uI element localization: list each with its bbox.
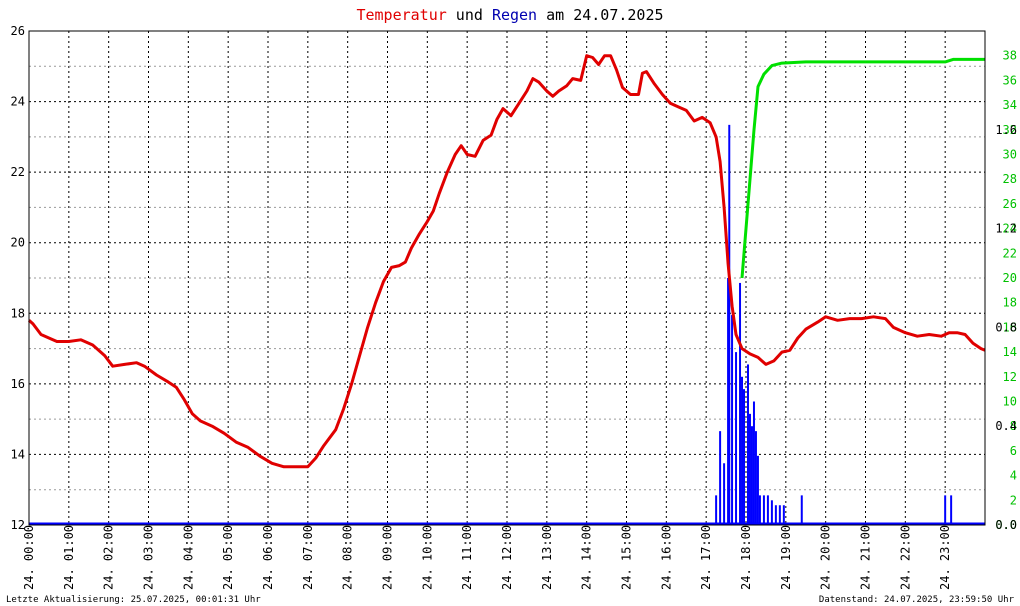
series-lines: [27, 54, 986, 469]
x-tick-label: 24. 07:00: [301, 525, 315, 590]
x-tick-label: 24. 01:00: [62, 525, 76, 590]
y-right-sum-tick-label: 12: [1003, 370, 1017, 384]
rain-bar: [739, 282, 742, 525]
rain-bar: [752, 401, 755, 525]
y-right-sum-tick-label: 10: [1003, 395, 1017, 409]
x-tick-label: 24. 19:00: [779, 525, 793, 590]
rain-bar: [758, 495, 761, 525]
x-tick-label: 24. 17:00: [699, 525, 713, 590]
rain-bar: [756, 455, 759, 525]
y-right-sum-tick-label: 16: [1003, 320, 1017, 334]
y-right-sum-tick-label: 38: [1003, 49, 1017, 63]
y-right-sum-tick-label: 32: [1003, 123, 1017, 137]
y-left-tick-label: 16: [11, 377, 25, 391]
rain-bar: [743, 389, 746, 525]
y-right-rate-tick-label: 0.0: [995, 518, 1017, 532]
rain-bar: [800, 495, 803, 525]
y-right-sum-tick-label: 0.0: [995, 518, 1017, 532]
x-tick-label: 24. 20:00: [819, 525, 833, 590]
y-right-sum-tick-label: 26: [1003, 197, 1017, 211]
rain-sum-line: [740, 57, 985, 279]
y-right-sum-tick-label: 28: [1003, 172, 1017, 186]
rain-bar: [735, 352, 738, 525]
y-right-sum-tick-label: 22: [1003, 246, 1017, 260]
y-right-sum-tick-label: 30: [1003, 148, 1017, 162]
rain-bar: [727, 278, 730, 525]
x-tick-label: 24. 04:00: [181, 525, 195, 590]
title-rain: Regen: [492, 6, 537, 24]
x-tick-label: 24. 11:00: [460, 525, 474, 590]
y-right-rate-tick-label: 1.6: [995, 123, 1017, 137]
y-right-sum-tick-label: 14: [1003, 345, 1017, 359]
y-right-sum-tick-label: 24: [1003, 222, 1017, 236]
temperature-line: [27, 54, 986, 469]
rain-bar: [774, 505, 777, 525]
title-and: und: [447, 6, 492, 24]
y-left-tick-label: 24: [11, 95, 25, 109]
x-tick-label: 24. 05:00: [221, 525, 235, 590]
rain-bar: [950, 495, 953, 525]
footer-last-update: Letzte Aktualisierung: 25.07.2025, 00:01…: [6, 595, 261, 605]
x-tick-label: 24. 23:00: [938, 525, 952, 590]
y-right-sum-tick-label: 6: [1010, 444, 1017, 458]
x-tick-label: 24. 08:00: [341, 525, 355, 590]
rain-bar: [766, 495, 769, 525]
y-right-sum-tick-label: 18: [1003, 296, 1017, 310]
rain-bar: [782, 505, 785, 525]
y-left-tick-label: 12: [11, 518, 25, 532]
rain-bar: [731, 315, 734, 525]
x-tick-label: 24. 09:00: [381, 525, 395, 590]
rain-bar: [748, 413, 751, 525]
rain-bar: [750, 426, 753, 525]
y-right-rate-tick-label: 0.4: [995, 419, 1017, 433]
x-tick-label: 24. 12:00: [500, 525, 514, 590]
plot-frame: [28, 30, 986, 526]
x-tick-label: 24. 15:00: [620, 525, 634, 590]
rain-bar: [778, 505, 781, 525]
y-right-rate-tick-label: 1.2: [995, 222, 1017, 236]
x-tick-label: 24. 06:00: [261, 525, 275, 590]
rain-bar: [715, 495, 718, 525]
rain-bar: [723, 463, 726, 525]
rain-bar: [741, 376, 744, 525]
chart-title: Temperatur und Regen am 24.07.2025: [356, 6, 663, 24]
y-right-sum-tick-label: 34: [1003, 98, 1017, 112]
y-right-sum-tick-label: 8: [1010, 419, 1017, 433]
x-tick-label: 24. 18:00: [739, 525, 753, 590]
rain-bar: [754, 431, 757, 525]
y-right-sum-tick-label: 2: [1010, 493, 1017, 507]
rain-bar: [728, 124, 731, 526]
tick-labels: 12141618202224260.0246810121416182022242…: [11, 24, 1017, 590]
x-tick-label: 24. 02:00: [102, 525, 116, 590]
y-left-tick-label: 18: [11, 306, 25, 320]
y-left-tick-label: 20: [11, 236, 25, 250]
x-tick-label: 24. 14:00: [580, 525, 594, 590]
x-tick-label: 24. 03:00: [142, 525, 156, 590]
rain-bar: [719, 431, 722, 525]
x-tick-label: 24. 22:00: [898, 525, 912, 590]
y-left-tick-label: 14: [11, 447, 25, 461]
rain-bar: [944, 495, 947, 525]
x-tick-label: 24. 21:00: [859, 525, 873, 590]
x-tick-label: 24. 13:00: [540, 525, 554, 590]
title-temperature: Temperatur: [356, 6, 446, 24]
rain-bar: [762, 495, 765, 525]
title-date: am 24.07.2025: [537, 6, 663, 24]
y-right-sum-tick-label: 20: [1003, 271, 1017, 285]
x-tick-label: 24. 10:00: [420, 525, 434, 590]
y-left-tick-label: 26: [11, 24, 25, 38]
y-left-tick-label: 22: [11, 165, 25, 179]
rain-bar: [770, 500, 773, 525]
x-tick-label: 24. 00:00: [22, 525, 36, 590]
grid-lines: [29, 31, 985, 525]
x-tick-label: 24. 16:00: [659, 525, 673, 590]
y-right-rate-tick-label: 0.8: [995, 320, 1017, 334]
footer-data-status: Datenstand: 24.07.2025, 23:59:50 Uhr: [819, 595, 1015, 605]
rain-rate-bars: [29, 124, 985, 526]
y-right-sum-tick-label: 4: [1010, 469, 1017, 483]
rain-bar: [746, 364, 749, 525]
y-right-sum-tick-label: 36: [1003, 73, 1017, 87]
